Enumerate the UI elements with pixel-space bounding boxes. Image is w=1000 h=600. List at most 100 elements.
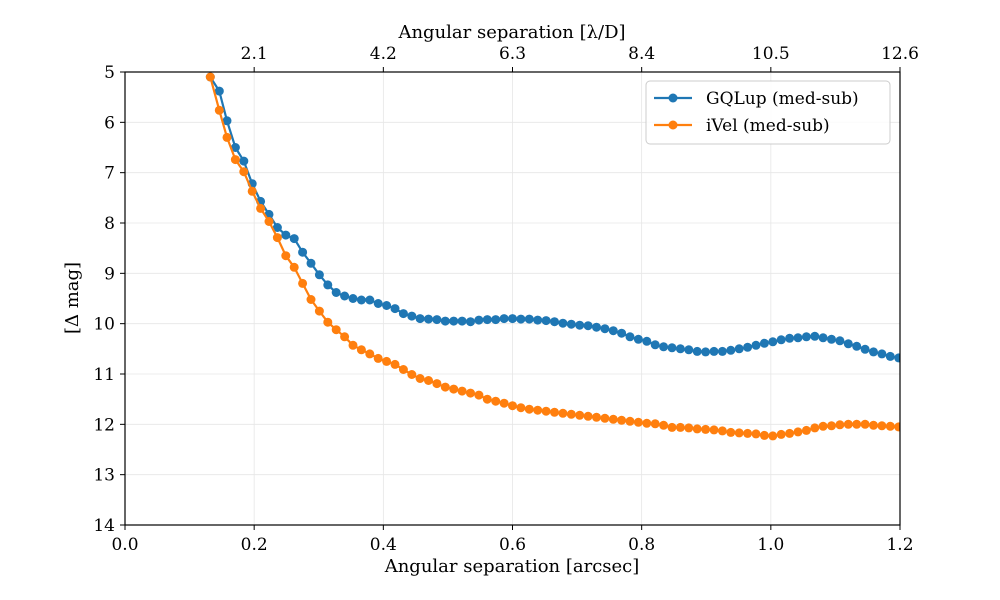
data-point-0 — [894, 353, 900, 363]
y-tick-label: 7 — [104, 164, 115, 184]
data-point-0 — [281, 230, 291, 240]
data-point-0 — [516, 314, 526, 324]
data-point-0 — [272, 223, 282, 232]
y-tick-label: 6 — [104, 113, 115, 133]
data-point-1 — [432, 379, 442, 389]
data-point-0 — [440, 316, 450, 326]
data-point-1 — [827, 421, 836, 431]
data-point-1 — [751, 429, 761, 439]
data-point-1 — [852, 419, 862, 429]
top-x-tick-label: 6.3 — [499, 44, 526, 64]
data-point-1 — [382, 356, 392, 366]
top-x-tick-label: 8.4 — [628, 44, 655, 64]
data-point-0 — [508, 314, 517, 324]
x-tick-label: 1.2 — [886, 535, 913, 555]
data-point-0 — [474, 315, 484, 325]
data-point-1 — [684, 423, 694, 433]
data-point-1 — [785, 428, 795, 438]
data-point-0 — [776, 335, 786, 345]
data-point-1 — [793, 427, 803, 437]
y-tick-label: 10 — [93, 315, 115, 335]
data-point-1 — [264, 217, 274, 226]
data-point-0 — [575, 320, 585, 330]
data-point-0 — [541, 316, 551, 326]
data-point-0 — [449, 316, 459, 326]
data-point-1 — [533, 405, 543, 415]
data-point-1 — [894, 422, 900, 432]
legend: GQLup (med-sub) iVel (med-sub) — [645, 80, 891, 145]
data-point-0 — [768, 337, 778, 347]
data-point-0 — [289, 234, 299, 244]
data-point-1 — [608, 414, 618, 424]
data-point-0 — [625, 332, 635, 342]
data-point-0 — [659, 342, 669, 352]
data-point-1 — [247, 186, 257, 196]
data-point-1 — [398, 365, 408, 374]
data-point-1 — [340, 332, 350, 342]
data-point-1 — [650, 419, 660, 429]
data-point-1 — [818, 421, 828, 431]
data-point-0 — [759, 338, 769, 348]
data-point-1 — [667, 422, 677, 432]
data-point-1 — [373, 353, 383, 363]
data-point-0 — [617, 328, 627, 338]
data-point-1 — [466, 388, 475, 398]
top-x-axis-label: Angular separation [λ/D] — [397, 22, 625, 43]
series-layer — [205, 72, 900, 441]
data-point-1 — [869, 420, 878, 430]
data-point-1 — [743, 428, 753, 438]
data-point-1 — [759, 430, 769, 440]
data-point-0 — [726, 345, 736, 355]
data-point-0 — [214, 86, 224, 96]
data-point-0 — [667, 343, 677, 353]
data-point-1 — [524, 404, 534, 414]
data-point-1 — [499, 398, 509, 408]
data-point-0 — [533, 315, 543, 325]
data-point-1 — [625, 416, 635, 426]
data-point-1 — [474, 390, 484, 400]
data-point-0 — [415, 314, 425, 324]
data-point-0 — [566, 319, 576, 329]
data-point-0 — [558, 318, 568, 328]
data-point-1 — [801, 425, 811, 435]
data-point-1 — [592, 412, 601, 422]
data-point-1 — [424, 376, 433, 385]
x-tick-label: 1.0 — [757, 535, 784, 555]
data-point-0 — [751, 340, 761, 350]
data-point-0 — [424, 314, 433, 324]
x-tick-label: 0.8 — [628, 535, 655, 555]
data-point-1 — [583, 411, 593, 421]
top-x-tick-label: 4.2 — [370, 44, 397, 64]
data-point-1 — [415, 374, 425, 383]
data-point-0 — [801, 332, 811, 342]
data-point-0 — [709, 346, 719, 356]
data-point-1 — [289, 262, 299, 272]
data-point-0 — [222, 116, 232, 126]
data-point-0 — [298, 247, 308, 257]
data-point-0 — [432, 315, 442, 325]
data-point-1 — [356, 345, 366, 355]
data-point-1 — [516, 403, 526, 413]
data-point-0 — [793, 333, 803, 343]
data-point-1 — [692, 424, 702, 434]
data-point-0 — [743, 342, 753, 352]
data-point-1 — [306, 295, 316, 304]
data-point-1 — [877, 421, 887, 431]
data-point-1 — [776, 429, 786, 439]
data-point-0 — [843, 339, 853, 349]
data-point-0 — [390, 304, 400, 314]
data-point-0 — [499, 314, 509, 324]
y-tick-label: 14 — [93, 516, 115, 536]
data-point-0 — [592, 322, 601, 332]
data-point-1 — [659, 420, 669, 430]
data-point-1 — [642, 418, 652, 428]
legend-label-ivel: iVel (med-sub) — [706, 116, 830, 136]
data-point-0 — [785, 333, 795, 343]
data-point-1 — [457, 386, 467, 396]
y-tick-label: 8 — [104, 214, 115, 234]
y-tick-label: 5 — [104, 63, 115, 83]
top-x-tick-label: 10.5 — [752, 44, 790, 64]
x-tick-label: 0.4 — [370, 535, 397, 555]
data-point-1 — [281, 251, 291, 261]
data-point-1 — [566, 409, 576, 419]
